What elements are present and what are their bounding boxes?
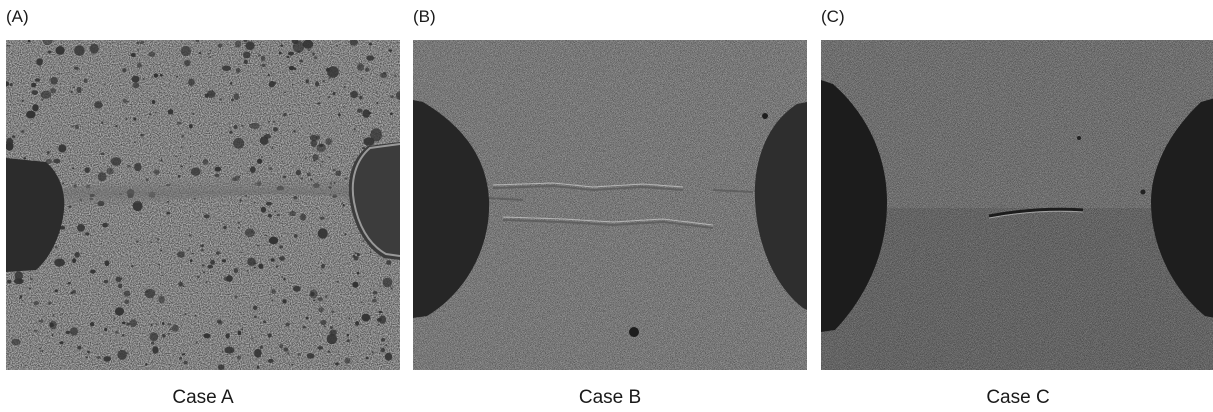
left-notch bbox=[6, 158, 65, 272]
right-notch bbox=[754, 102, 807, 310]
specimen-photo-b bbox=[413, 40, 807, 370]
specimen-image-c bbox=[821, 40, 1213, 370]
specimen-photo-c bbox=[821, 40, 1213, 370]
caption-c: Case C bbox=[986, 387, 1050, 408]
right-notch bbox=[348, 142, 400, 260]
panel-letter-c: (C) bbox=[821, 7, 845, 26]
left-notch bbox=[821, 80, 887, 332]
panel-letter-b: (B) bbox=[413, 7, 436, 26]
left-notch bbox=[413, 100, 490, 318]
specimen-image-a bbox=[6, 40, 400, 370]
panel-letter-a: (A) bbox=[6, 7, 29, 26]
panel-c: (C) Case C bbox=[821, 0, 1213, 412]
panel-a: (A) Case A bbox=[6, 0, 401, 412]
panel-b: (B) bbox=[413, 0, 808, 412]
specimen-photo-a bbox=[6, 40, 400, 370]
right-notch bbox=[1151, 98, 1213, 318]
specimen-image-b bbox=[413, 40, 807, 370]
caption-a: Case A bbox=[172, 387, 234, 408]
caption-b: Case B bbox=[578, 387, 642, 408]
